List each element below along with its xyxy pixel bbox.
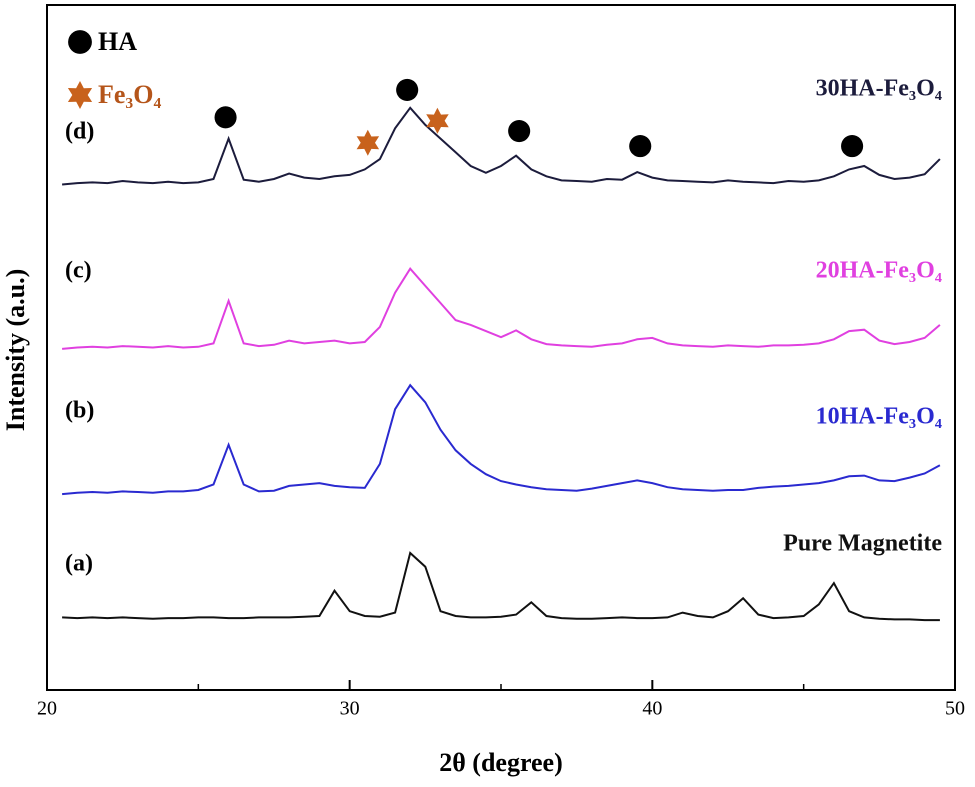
x-tick-label: 40: [642, 698, 662, 720]
series-tag: (d): [65, 119, 94, 145]
series-label: 20HA-Fe₃O₄: [816, 258, 942, 284]
peak-marker: [214, 106, 237, 129]
peak-marker: [396, 78, 419, 101]
x-tick-label: 50: [945, 698, 965, 720]
x-tick-label: 20: [37, 698, 57, 720]
series-tag: (c): [65, 258, 92, 284]
series-line: [62, 267, 941, 350]
x-axis-label: 2θ (degree): [439, 748, 563, 777]
legend-symbol: [67, 81, 93, 109]
peak-marker: [841, 135, 864, 158]
series-label: 10HA-Fe₃O₄: [816, 404, 942, 430]
legend-label: HA: [98, 27, 137, 56]
peak-marker: [356, 129, 380, 156]
series-label: Pure Magnetite: [783, 531, 942, 557]
peak-marker: [629, 135, 652, 158]
series-line: [62, 551, 940, 622]
peak-marker: [426, 107, 449, 134]
legend-symbol: [68, 30, 92, 54]
series-tag: (a): [65, 551, 93, 577]
peak-marker: [508, 119, 531, 143]
x-tick-label: 30: [340, 698, 360, 720]
y-axis-label: Intensity (a.u.): [1, 269, 30, 432]
series-label: 30HA-Fe₃O₄: [816, 76, 942, 102]
series-line: [62, 383, 941, 496]
series-tag: (b): [65, 398, 94, 424]
legend-label: Fe₃O₄: [98, 80, 161, 109]
series-line: [62, 106, 941, 186]
